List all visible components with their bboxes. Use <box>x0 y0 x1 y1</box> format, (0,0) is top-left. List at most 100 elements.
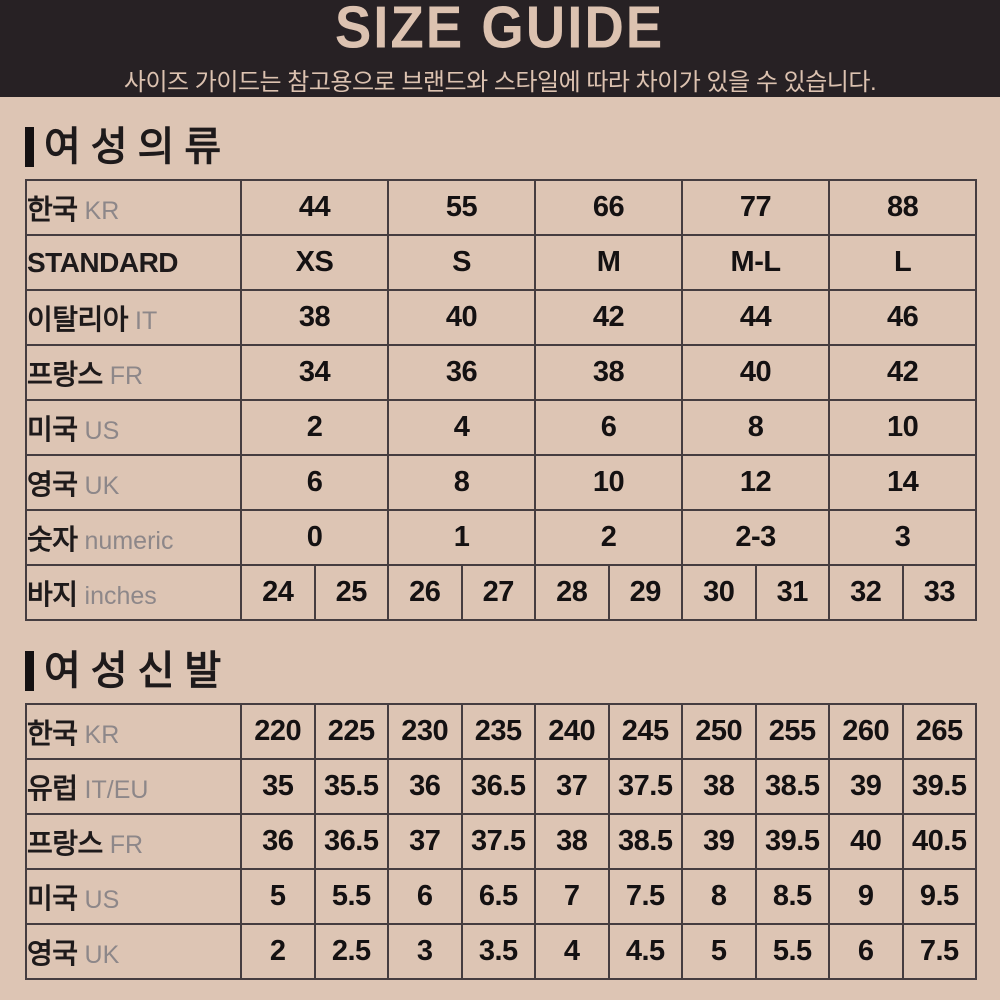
size-value-cell: 66 <box>534 179 684 236</box>
row-label-cell: 바지 inches <box>25 564 242 621</box>
row-label: 미국 <box>27 413 78 445</box>
size-value-cell: 2 <box>534 509 684 566</box>
size-value-cell: 2.5 <box>313 923 389 980</box>
row-sublabel: UK <box>84 940 120 969</box>
row-sublabel: FR <box>109 361 144 390</box>
size-value-cell: M <box>534 234 684 291</box>
size-value-cell: 220 <box>240 703 316 760</box>
row-sublabel: KR <box>84 196 120 225</box>
size-value-cell: 3 <box>387 923 463 980</box>
size-value-cell: 7.5 <box>901 923 977 980</box>
size-value-cell: 46 <box>828 289 978 346</box>
size-value-cell: 260 <box>828 703 904 760</box>
size-value-cell: 38.5 <box>754 758 830 815</box>
table-row: 이탈리아 IT 38 40 42 44 46 <box>25 289 978 346</box>
size-value-cell: 38.5 <box>607 813 683 870</box>
row-label: 프랑스 <box>27 358 103 390</box>
row-label-cell: 한국 KR <box>25 179 242 236</box>
header-banner: SIZE GUIDE 사이즈 가이드는 참고용으로 브랜드와 스타일에 따라 차… <box>0 0 1000 97</box>
size-value-cell: 88 <box>828 179 978 236</box>
table-row: 영국 UK 2 2.5 3 3.5 4 4.5 5 5.5 6 7.5 <box>25 923 977 980</box>
size-value-cell: 4 <box>534 923 610 980</box>
size-value-cell: 36 <box>387 344 537 401</box>
size-value-cell: 35 <box>240 758 316 815</box>
row-sublabel: KR <box>84 720 120 749</box>
table-row: 미국 US 2 4 6 8 10 <box>25 399 978 456</box>
size-value-cell: 230 <box>387 703 463 760</box>
table-row: 프랑스 FR 34 36 38 40 42 <box>25 344 978 401</box>
row-label-cell: 미국 US <box>25 399 242 456</box>
size-value-cell: 8 <box>681 868 757 925</box>
heading-accent-bar-icon <box>25 651 34 691</box>
row-label-cell: STANDARD <box>25 234 242 291</box>
size-value-cell: 8 <box>387 454 537 511</box>
size-value-cell: 250 <box>681 703 757 760</box>
size-value-cell: 42 <box>828 344 978 401</box>
size-value-cell: 9 <box>828 868 904 925</box>
size-value-cell: 37 <box>387 813 463 870</box>
row-label-cell: 이탈리아 IT <box>25 289 242 346</box>
size-value-cell: 0 <box>239 509 390 566</box>
size-value-cell: XS <box>239 234 390 291</box>
row-sublabel: UK <box>84 471 120 500</box>
size-value-cell: 7 <box>534 868 610 925</box>
size-value-cell: 37.5 <box>607 758 683 815</box>
size-value-cell: 2-3 <box>681 509 831 566</box>
size-value-cell: 4.5 <box>607 923 683 980</box>
size-value-cell: 36.5 <box>313 813 389 870</box>
size-value-cell: 14 <box>828 454 978 511</box>
size-value-cell: S <box>387 234 537 291</box>
row-sublabel: inches <box>84 581 157 610</box>
size-value-cell: 35.5 <box>313 758 389 815</box>
size-value-cell: 10 <box>828 399 978 456</box>
size-value-cell: 25 <box>313 564 390 621</box>
table-row: 미국 US 5 5.5 6 6.5 7 7.5 8 8.5 9 9.5 <box>25 868 977 925</box>
row-label: 한국 <box>27 717 78 749</box>
row-label-cell: 영국 UK <box>25 454 242 511</box>
size-value-cell: 6 <box>534 399 684 456</box>
size-value-cell: 12 <box>681 454 831 511</box>
size-value-cell: 36.5 <box>460 758 536 815</box>
size-value-cell: 38 <box>681 758 757 815</box>
size-value-cell: 30 <box>681 564 757 621</box>
page-subtitle: 사이즈 가이드는 참고용으로 브랜드와 스타일에 따라 차이가 있을 수 있습니… <box>123 69 877 96</box>
size-value-cell: 6.5 <box>460 868 536 925</box>
size-value-cell: 255 <box>754 703 830 760</box>
size-value-cell: 39.5 <box>901 758 977 815</box>
row-label: 유럽 <box>27 772 78 804</box>
size-value-cell: 33 <box>901 564 978 621</box>
size-value-cell: 38 <box>239 289 390 346</box>
size-value-cell: 8 <box>681 399 831 456</box>
size-value-cell: 265 <box>901 703 977 760</box>
row-label: 영국 <box>27 468 78 500</box>
size-value-cell: 2 <box>240 923 316 980</box>
size-value-cell: 42 <box>534 289 684 346</box>
size-value-cell: 38 <box>534 813 610 870</box>
size-value-cell: 5.5 <box>313 868 389 925</box>
size-value-cell: 2 <box>239 399 390 456</box>
row-label: 미국 <box>27 882 78 914</box>
size-value-cell: 4 <box>387 399 537 456</box>
size-value-cell: 29 <box>607 564 684 621</box>
row-label: STANDARD <box>27 246 179 278</box>
table-row: 유럽 IT/EU 35 35.5 36 36.5 37 37.5 38 38.5 39 39.5 <box>25 758 977 815</box>
row-label-cell: 유럽 IT/EU <box>25 758 242 815</box>
size-value-cell: 26 <box>387 564 463 621</box>
size-value-cell: 3.5 <box>460 923 536 980</box>
size-value-cell: 39 <box>681 813 757 870</box>
row-label-cell: 프랑스 FR <box>25 344 242 401</box>
section-heading-women-shoes: 여성신발 <box>25 649 975 693</box>
row-label-cell: 영국 UK <box>25 923 242 980</box>
size-value-cell: 24 <box>240 564 316 621</box>
size-value-cell: 34 <box>239 344 390 401</box>
size-value-cell: 7.5 <box>607 868 683 925</box>
size-value-cell: 1 <box>387 509 537 566</box>
row-sublabel: IT <box>135 306 158 335</box>
size-value-cell: 235 <box>460 703 536 760</box>
section-heading-label: 여성의류 <box>44 125 232 169</box>
table-row: 바지 inches 24 25 26 27 28 29 30 31 32 33 <box>25 564 978 621</box>
heading-accent-bar-icon <box>25 127 34 167</box>
size-value-cell: 5 <box>681 923 757 980</box>
section-heading-label: 여성신발 <box>44 649 232 693</box>
size-value-cell: 9.5 <box>901 868 977 925</box>
